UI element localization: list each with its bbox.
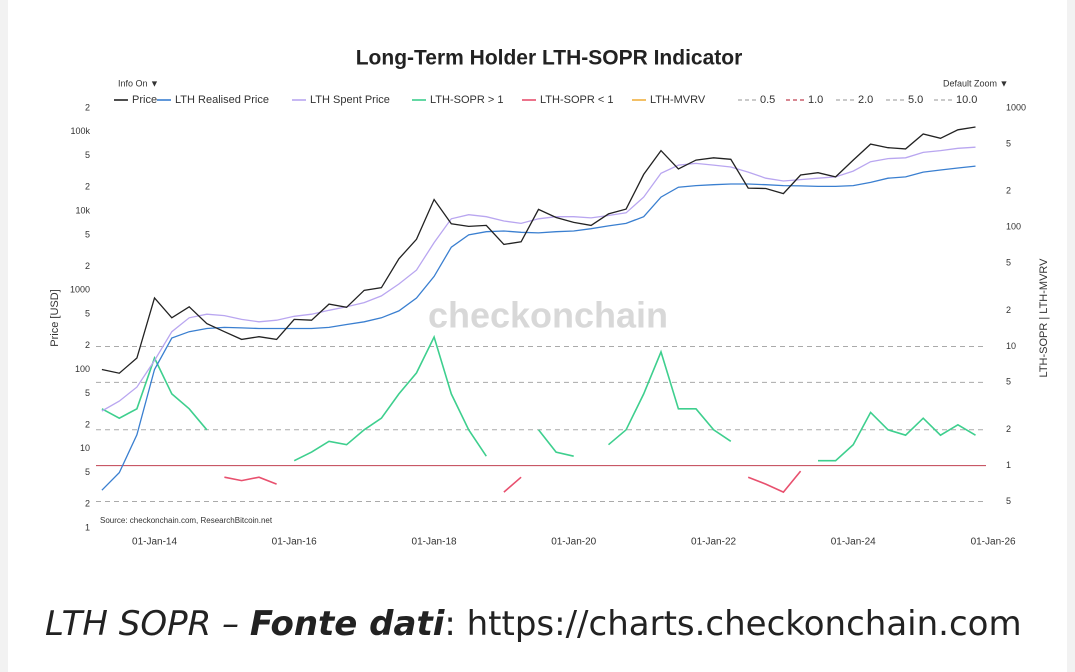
y-tick-label: 2 — [85, 340, 90, 350]
legend-label: LTH-MVRV — [650, 94, 706, 106]
legend-label: 0.5 — [760, 94, 775, 106]
y-tick-label: 2 — [85, 261, 90, 271]
source-note: Source: checkonchain.com, ResearchBitcoi… — [100, 516, 273, 525]
x-tick-label: 01-Jan-24 — [831, 537, 876, 548]
y-tick-label: 5 — [85, 388, 90, 398]
legend-label: 5.0 — [908, 94, 923, 106]
legend-label: LTH-SOPR < 1 — [540, 94, 613, 106]
y2-axis-label: LTH-SOPR | LTH-MVRV — [1038, 258, 1050, 378]
y-tick-label: 2 — [85, 419, 90, 429]
y-tick-label: 100k — [70, 126, 90, 136]
series-line — [101, 334, 976, 462]
caption-prefix: LTH SOPR – — [45, 604, 250, 644]
series-line — [101, 146, 976, 412]
y2-tick-label: 5 — [1006, 377, 1011, 387]
zoom-toggle[interactable]: Default Zoom ▼ — [943, 78, 1008, 88]
x-tick-label: 01-Jan-16 — [272, 537, 317, 548]
legend-label: 10.0 — [956, 94, 977, 106]
info-toggle[interactable]: Info On ▼ — [118, 78, 159, 88]
caption-suffix: : https://charts.checkonchain.com — [444, 604, 1022, 644]
y-tick-label: 100 — [75, 364, 90, 374]
y2-tick-label: 5 — [1006, 496, 1011, 506]
y2-tick-label: 5 — [1006, 138, 1011, 148]
legend-label: LTH-SOPR > 1 — [430, 94, 503, 106]
series-line — [101, 165, 976, 491]
series-line — [101, 126, 976, 374]
caption-bold: Fonte dati — [249, 604, 445, 644]
x-tick-label: 01-Jan-26 — [971, 537, 1016, 548]
legend-label: LTH Realised Price — [175, 94, 269, 106]
y2-tick-label: 2 — [1006, 186, 1011, 196]
legend-label: Price — [132, 94, 157, 106]
x-tick-label: 01-Jan-18 — [412, 537, 457, 548]
y-tick-label: 1 — [85, 522, 90, 532]
legend-label: 1.0 — [808, 94, 823, 106]
y-tick-label: 10 — [80, 443, 90, 453]
y-tick-label: 10k — [75, 205, 90, 215]
x-tick-label: 01-Jan-14 — [132, 537, 177, 548]
y-axis-label: Price [USD] — [49, 289, 61, 346]
chart-title: Long-Term Holder LTH-SOPR Indicator — [356, 47, 743, 70]
y-tick-label: 5 — [85, 309, 90, 319]
y-tick-label: 5 — [85, 150, 90, 160]
x-tick-label: 01-Jan-20 — [551, 537, 596, 548]
legend-label: 2.0 — [858, 94, 873, 106]
legend-label: LTH Spent Price — [310, 94, 390, 106]
y-tick-label: 1000 — [70, 285, 90, 295]
x-tick-label: 01-Jan-22 — [691, 537, 736, 548]
y-tick-label: 2 — [85, 102, 90, 112]
y2-tick-label: 2 — [1006, 424, 1011, 434]
y-tick-label: 5 — [85, 229, 90, 239]
y-tick-label: 2 — [85, 182, 90, 192]
y2-tick-label: 2 — [1006, 305, 1011, 315]
y-tick-label: 5 — [85, 467, 90, 477]
y2-tick-label: 5 — [1006, 257, 1011, 267]
watermark: checkonchain — [428, 295, 668, 336]
y2-tick-label: 10 — [1006, 341, 1016, 351]
y-tick-label: 2 — [85, 499, 90, 509]
y2-tick-label: 100 — [1006, 222, 1021, 232]
y2-tick-label: 1 — [1006, 460, 1011, 470]
caption: LTH SOPR – Fonte dati: https://charts.ch… — [45, 604, 1022, 644]
y2-tick-label: 1000 — [1006, 102, 1026, 112]
chart: Long-Term Holder LTH-SOPR Indicator Info… — [49, 47, 1050, 548]
series-line — [224, 470, 802, 494]
